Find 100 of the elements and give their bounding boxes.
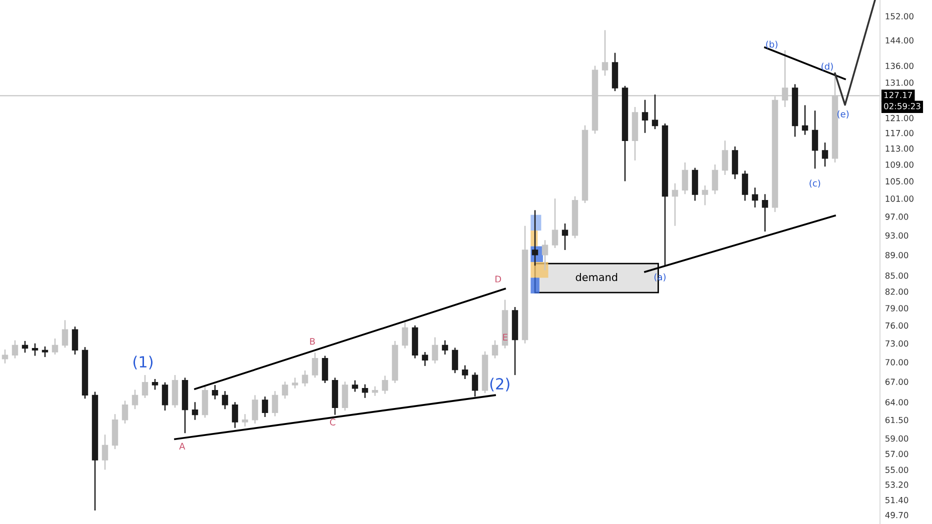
- candlestick: [122, 400, 128, 424]
- band-label: demand: [576, 273, 618, 282]
- candlestick: [372, 386, 378, 396]
- candlestick: [652, 94, 658, 130]
- annotation: D: [495, 276, 502, 282]
- candlestick: [282, 381, 288, 400]
- candlestick: [132, 389, 138, 410]
- candlestick: [72, 326, 78, 356]
- candlestick: [442, 340, 448, 356]
- text: 02:59:23: [884, 102, 920, 110]
- candlestick: [162, 382, 168, 412]
- candlestick: [242, 413, 248, 428]
- candlestick: [422, 351, 428, 367]
- candlestick: [232, 401, 238, 429]
- candlestick: [822, 142, 828, 168]
- annotation: (c): [810, 180, 820, 188]
- candlestick: [192, 401, 198, 420]
- y-tick-label: 67.00: [885, 378, 908, 385]
- y-tick-label: 79.00: [886, 305, 908, 312]
- candlestick: [262, 396, 268, 418]
- candlestick: [212, 384, 218, 400]
- candlestick: [402, 322, 408, 349]
- candlestick: [62, 320, 68, 348]
- y-tick-label: 144.00: [886, 37, 914, 44]
- candlestick: [752, 186, 758, 208]
- candlestick: [322, 355, 328, 384]
- candlestick: [732, 146, 738, 180]
- candlestick: [2, 348, 8, 364]
- y-tick-label: 117.00: [886, 130, 914, 136]
- y-tick-label: 105.00: [886, 178, 914, 184]
- ref-line-label: 127.17: [884, 92, 912, 98]
- annotation: (d): [822, 62, 833, 71]
- y-tick-label: 152.00: [886, 13, 914, 20]
- candlestick: [102, 434, 108, 470]
- candlestick: [602, 30, 608, 76]
- annotation: A: [179, 442, 186, 450]
- y-tick-label: 53.20: [886, 482, 908, 488]
- y-tick-label: 113.00: [886, 145, 914, 152]
- candlestick: [712, 164, 718, 195]
- candlestick: [312, 352, 318, 378]
- candlestick: [342, 381, 348, 412]
- candlestick: [382, 375, 388, 394]
- candlestick: [552, 198, 558, 249]
- y-tick-label: 131.00: [886, 79, 914, 86]
- candlestick: [812, 110, 818, 170]
- candlestick: [432, 336, 438, 364]
- candlestick: [452, 347, 458, 374]
- y-tick-label: 64.00: [885, 399, 908, 406]
- candlestick: [272, 390, 278, 417]
- candlestick: [52, 338, 58, 356]
- y-tick-label: 109.00: [886, 162, 914, 168]
- annotation: (b): [766, 40, 778, 49]
- y-tick-label: 59.00: [886, 435, 908, 442]
- y-tick-label: 136.00: [886, 62, 914, 70]
- candlestick: [42, 346, 48, 358]
- annotation: B: [310, 338, 315, 345]
- y-tick-label: 93.00: [885, 232, 908, 239]
- annotation: E: [503, 334, 508, 340]
- y-tick-label: 121.00: [886, 114, 914, 122]
- candlestick: [682, 162, 688, 195]
- annotation: C: [330, 418, 336, 426]
- candlestick: [802, 104, 808, 136]
- candlestick: [472, 372, 478, 398]
- candlestick: [152, 378, 158, 390]
- y-tick-label: 85.00: [885, 272, 908, 279]
- y-tick-label: 57.00: [886, 450, 908, 458]
- candlestick: [362, 384, 368, 399]
- annotation: (1): [133, 356, 153, 370]
- candlestick: [302, 370, 308, 387]
- candlestick: [742, 170, 748, 202]
- candlestick: [762, 194, 768, 232]
- y-tick-label: 61.50: [885, 416, 908, 424]
- candlestick: [492, 340, 498, 359]
- y-tick-label: 70.00: [886, 359, 908, 366]
- candlestick: [562, 222, 568, 251]
- candlestick: [32, 342, 38, 356]
- y-tick-label: 55.00: [886, 466, 908, 474]
- candlestick: [22, 340, 28, 354]
- candlestick: [672, 182, 678, 226]
- annotation: (e): [838, 110, 849, 118]
- y-tick-label: 76.00: [886, 322, 908, 329]
- y-tick-label: 97.00: [885, 214, 908, 220]
- y-tick-label: 51.40: [886, 496, 908, 504]
- y-tick-label: 89.00: [885, 252, 908, 258]
- candlestick: [252, 394, 258, 424]
- candlestick: [542, 240, 548, 271]
- y-tick-label: 101.00: [886, 196, 914, 202]
- y-tick-label: 73.00: [886, 340, 908, 347]
- candlestick: [352, 380, 358, 392]
- candlestick: [292, 377, 298, 389]
- candlestick: [642, 99, 648, 134]
- candlestick: [222, 390, 228, 410]
- candlestick: [702, 184, 708, 206]
- y-tick-label: 82.00: [885, 288, 908, 295]
- y-tick-label: 49.70: [885, 512, 908, 518]
- candlestick: [12, 340, 18, 359]
- annotation: (2): [490, 378, 510, 392]
- candlestick: [462, 364, 468, 380]
- candlestick: [142, 374, 148, 399]
- candlestick: [722, 140, 728, 176]
